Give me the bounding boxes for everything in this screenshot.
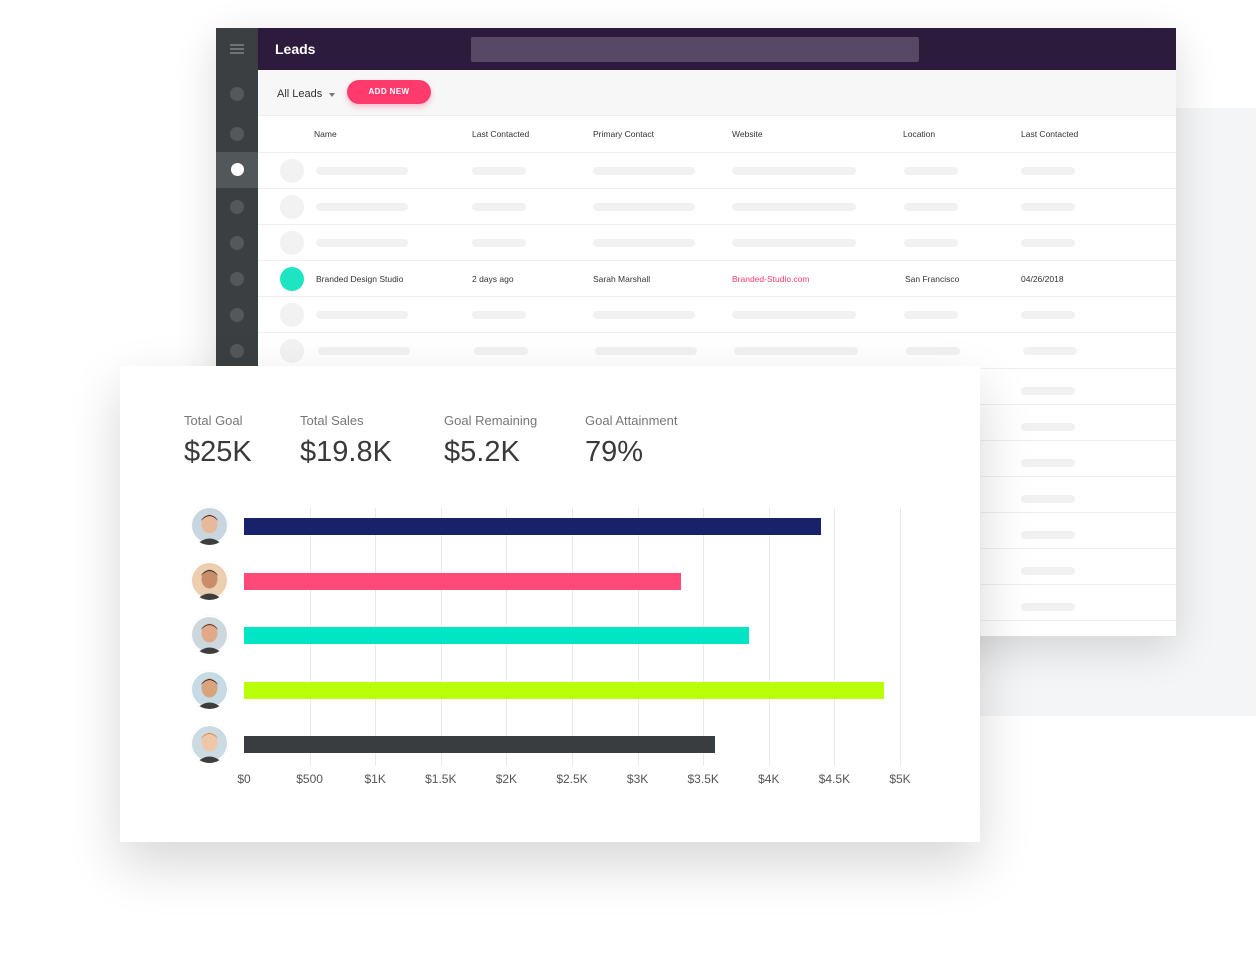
x-tick-label: $2.5K [556, 772, 588, 786]
total-sales-stat: Total Sales $19.8K [300, 413, 392, 469]
active-dot-icon [231, 163, 244, 176]
lead-date: 04/26/2018 [1021, 274, 1064, 284]
sales-goal-card: Total Goal $25K Total Sales $19.8K Goal … [120, 366, 980, 842]
lead-name: Branded Design Studio [316, 274, 404, 284]
x-tick-label: $4.5K [818, 772, 851, 786]
table-row[interactable] [258, 225, 1176, 261]
table-row[interactable] [258, 189, 1176, 225]
person-avatar [190, 669, 229, 709]
table-row[interactable] [258, 333, 1176, 369]
goal-attainment-value: 79% [585, 436, 644, 468]
x-tick-label: $4K [758, 772, 780, 786]
avatar [280, 195, 304, 219]
goal-remaining-label: Goal Remaining [444, 413, 538, 428]
toolbar: All Leads ADD NEW [258, 70, 1176, 116]
goal-attainment-label: Goal Attainment [585, 413, 678, 428]
filter-dropdown[interactable]: All Leads [277, 88, 323, 100]
chart-bar[interactable] [244, 681, 885, 699]
chart-bar[interactable] [244, 518, 822, 535]
x-tick-label: $3.5K [687, 772, 719, 786]
sidebar-item[interactable] [230, 308, 244, 322]
person-avatar [190, 724, 229, 763]
lead-last-contacted: 2 days ago [472, 274, 514, 284]
total-goal-label: Total Goal [184, 413, 243, 428]
add-new-button[interactable]: ADD NEW [347, 80, 431, 104]
x-tick-label: $2K [495, 772, 518, 786]
lead-primary-contact: Sarah Marshall [593, 274, 651, 284]
sidebar-item[interactable] [230, 127, 244, 141]
sidebar-item[interactable] [230, 344, 244, 358]
table-header: Name Last Contacted Primary Contact Webs… [258, 116, 1176, 153]
total-goal-value: $25K [184, 436, 252, 468]
avatar [280, 339, 304, 363]
sidebar-item[interactable] [230, 272, 244, 286]
total-goal-stat: Total Goal $25K [184, 413, 252, 469]
chart-bar[interactable] [244, 736, 715, 753]
x-tick-label: $1K [364, 772, 386, 786]
person-avatar [190, 506, 229, 545]
x-tick-label: $1.5K [425, 772, 457, 786]
gridline [834, 508, 836, 766]
avatar [280, 231, 304, 255]
chart-bar[interactable] [244, 572, 681, 590]
sales-bar-chart: $0 $500 $1K $1.5K $2K $2.5K $3K $3.5K $4K $4.5K $5… [120, 366, 980, 842]
table-row[interactable] [258, 153, 1176, 189]
caret-down-icon[interactable] [329, 93, 335, 97]
sidebar-item[interactable] [230, 236, 244, 250]
chart-bar[interactable] [244, 627, 750, 644]
menu-icon[interactable] [230, 44, 244, 54]
goal-attainment-stat: Goal Attainment 79% [585, 413, 678, 469]
table-row-highlighted[interactable]: Branded Design Studio 2 days ago Sarah M… [258, 261, 1176, 297]
x-tick-label: $5K [889, 772, 911, 786]
table-row[interactable] [258, 297, 1176, 333]
goal-remaining-value: $5.2K [444, 436, 520, 468]
search-input[interactable] [471, 37, 919, 62]
column-header-primary-contact[interactable]: Primary Contact [593, 129, 654, 139]
person-avatar [190, 560, 229, 600]
column-header-last-contacted[interactable]: Last Contacted [472, 129, 530, 139]
sidebar-item[interactable] [230, 87, 244, 101]
lead-location: San Francisco [905, 274, 960, 284]
page-title: Leads [275, 41, 316, 57]
total-sales-value: $19.8K [300, 436, 392, 468]
lead-website-link[interactable]: Branded-Studio.com [732, 274, 810, 284]
sidebar-item[interactable] [230, 200, 244, 214]
column-header-location[interactable]: Location [903, 129, 936, 139]
column-header-last-contacted-date[interactable]: Last Contacted [1021, 129, 1079, 139]
sidebar-item-active[interactable] [216, 152, 258, 188]
x-tick-label: $3K [626, 772, 649, 786]
avatar [280, 303, 304, 327]
x-tick-label: $0 [237, 772, 251, 786]
avatar [280, 159, 304, 183]
gridline [900, 508, 901, 766]
person-avatar [190, 615, 229, 654]
x-tick-label: $500 [296, 772, 323, 786]
avatar [280, 267, 304, 291]
total-sales-label: Total Sales [300, 413, 364, 428]
goal-remaining-stat: Goal Remaining $5.2K [444, 413, 537, 469]
gridline [768, 508, 770, 766]
column-header-name[interactable]: Name [314, 129, 337, 139]
column-header-website[interactable]: Website [732, 129, 763, 139]
